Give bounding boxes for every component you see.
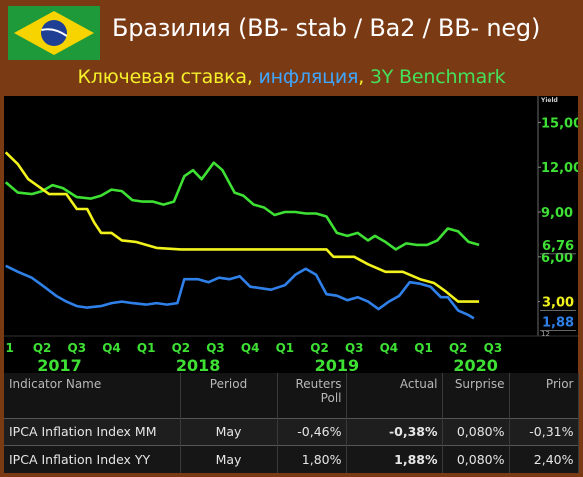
- x-tick-label: Q2: [449, 341, 468, 355]
- x-tick-label: Q1: [137, 341, 156, 355]
- line-chart: Yield3,006,009,0012,0015,006,763,001,881…: [4, 96, 578, 374]
- last-value-label-rate: 3,00: [542, 296, 574, 311]
- x-year-label: 2017: [37, 356, 82, 374]
- cell-name: IPCA Inflation Index YY: [4, 445, 181, 473]
- col-header-poll-line2: Poll: [320, 391, 342, 405]
- y-tick-label: 12,00: [541, 161, 578, 176]
- x-tick-label: Q3: [345, 341, 364, 355]
- x-tick-label: Q1: [414, 341, 433, 355]
- brazil-flag-icon: [8, 6, 100, 60]
- subtitle-separator-2: ,: [358, 66, 370, 88]
- x-year-label: 2018: [176, 356, 221, 374]
- subtitle-rate: Ключевая ставка: [77, 66, 248, 88]
- col-header-period[interactable]: Period: [180, 373, 278, 418]
- x-tick-label: Q4: [241, 341, 260, 355]
- x-tick-label: Q3: [206, 341, 225, 355]
- cell-actual: -0,38%: [346, 417, 443, 446]
- last-value-label-inflation: 1,88: [542, 316, 574, 331]
- x-tick-label: Q3: [484, 341, 503, 355]
- col-header-name[interactable]: Indicator Name: [4, 373, 181, 418]
- x-year-label: 2019: [315, 356, 360, 374]
- col-header-prior[interactable]: Prior: [509, 373, 579, 418]
- series-line-inflation: [5, 264, 475, 320]
- cell-surprise: 0,080%: [442, 445, 510, 473]
- cell-poll: 1,80%: [277, 445, 347, 473]
- last-value-badge-bg: [540, 236, 578, 253]
- table-header-row: Indicator Name Period Reuters Poll Actual…: [4, 373, 579, 418]
- chart-svg: Yield3,006,009,0012,0015,006,763,001,881…: [4, 96, 578, 374]
- last-value-badge-bg: [540, 313, 578, 330]
- cell-name: IPCA Inflation Index MM: [4, 417, 181, 446]
- cell-poll: -0,46%: [277, 417, 347, 446]
- header: Бразилия (BB- stab / Ba2 / BB- neg): [0, 0, 583, 64]
- y-tick-label: 15,00: [541, 116, 578, 131]
- axis-note: 12: [541, 330, 550, 338]
- series-line-benchmark: [4, 161, 480, 251]
- x-tick-label: Q2: [172, 341, 191, 355]
- subtitle-inflation: инфляция: [258, 66, 359, 88]
- x-tick-label: 1: [5, 341, 13, 355]
- cell-period: May: [180, 417, 278, 446]
- indicator-table: Indicator Name Period Reuters Poll Actual…: [4, 373, 579, 473]
- x-tick-label: Q3: [68, 341, 87, 355]
- y-axis-label: Yield: [540, 97, 558, 104]
- x-tick-label: Q4: [380, 341, 399, 355]
- x-tick-label: Q4: [102, 341, 121, 355]
- col-header-poll-line1: Reuters: [295, 377, 342, 391]
- y-tick-label: 6,00: [541, 251, 573, 266]
- series-line-rate: [4, 151, 480, 303]
- col-header-actual[interactable]: Actual: [346, 373, 443, 418]
- cell-surprise: 0,080%: [442, 417, 510, 446]
- page-title: Бразилия (BB- stab / Ba2 / BB- neg): [112, 14, 541, 42]
- table-row[interactable]: IPCA Inflation Index YY May 1,80% 1,88% …: [4, 445, 579, 473]
- cell-prior: -0,31%: [509, 417, 579, 446]
- last-value-label-benchmark: 6,76: [542, 239, 574, 254]
- x-tick-label: Q2: [33, 341, 52, 355]
- subtitle-separator: ,: [246, 66, 259, 88]
- table-row[interactable]: IPCA Inflation Index MM May -0,46% -0,38…: [4, 417, 579, 446]
- x-tick-label: Q1: [276, 341, 295, 355]
- cell-actual: 1,88%: [346, 445, 443, 473]
- cell-period: May: [180, 445, 278, 473]
- last-value-badge-bg: [540, 293, 578, 310]
- col-header-poll[interactable]: Reuters Poll: [277, 373, 347, 418]
- y-tick-label: 9,00: [541, 206, 573, 221]
- subtitle-benchmark: 3Y Benchmark: [369, 66, 506, 88]
- x-year-label: 2020: [453, 356, 498, 374]
- x-tick-label: Q2: [310, 341, 329, 355]
- cell-prior: 2,40%: [509, 445, 579, 473]
- chart-subtitle: Ключевая ставка, инфляция, 3Y Benchmark: [0, 66, 583, 96]
- col-header-surprise[interactable]: Surprise: [442, 373, 510, 418]
